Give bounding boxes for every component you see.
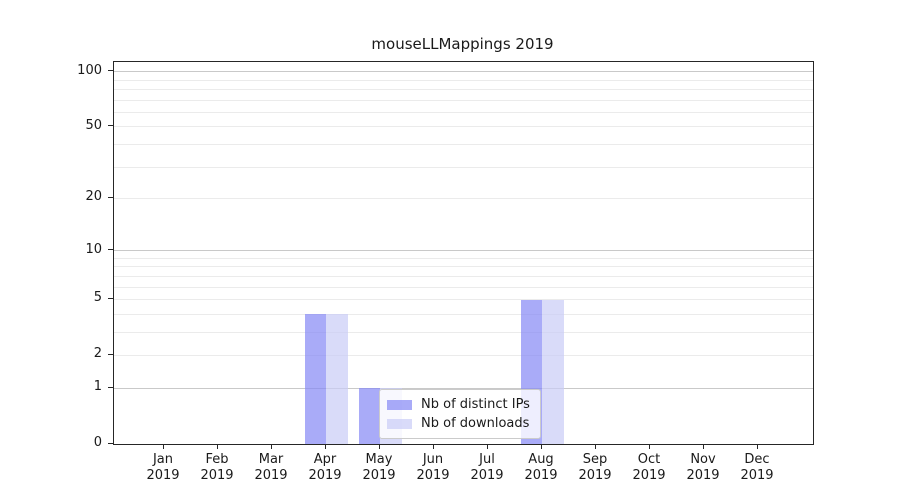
x-tick-year: 2019: [470, 468, 504, 483]
minor-gridline: [114, 197, 813, 199]
x-tick-label: Jun 2019: [416, 452, 449, 484]
x-tick-mark: [648, 444, 650, 449]
x-tick-year: 2019: [146, 468, 180, 483]
x-tick-month: Mar: [258, 452, 284, 467]
bar-apr-downloads: [326, 314, 348, 444]
x-tick-mark: [432, 444, 434, 449]
minor-gridline: [114, 275, 813, 277]
y-tick-mark: [108, 70, 113, 72]
x-tick-label: Apr 2019: [308, 452, 341, 484]
legend: Nb of distinct IPs Nb of downloads: [379, 389, 541, 439]
x-tick-mark: [270, 444, 272, 449]
legend-swatch-distinct-ips: [387, 399, 412, 410]
x-tick-label: Jul 2019: [470, 452, 503, 484]
major-gridline: [114, 387, 813, 389]
y-tick-mark: [108, 196, 113, 198]
minor-gridline: [114, 313, 813, 315]
x-tick-label: Mar 2019: [254, 452, 287, 484]
x-tick-label: Aug 2019: [524, 452, 557, 484]
y-tick-label: 10: [85, 241, 102, 257]
x-tick-label: Feb 2019: [200, 452, 233, 484]
major-gridline: [114, 71, 813, 73]
legend-label: Nb of distinct IPs: [421, 397, 530, 412]
y-tick-label: 2: [93, 346, 102, 362]
y-tick-label: 20: [85, 189, 102, 205]
x-tick-mark: [702, 444, 704, 449]
legend-swatch-downloads: [387, 418, 412, 429]
x-tick-month: Jan: [152, 452, 174, 467]
x-tick-label: Sep 2019: [578, 452, 611, 484]
x-tick-month: Nov: [690, 452, 716, 467]
legend-label: Nb of downloads: [421, 416, 530, 431]
minor-gridline: [114, 143, 813, 145]
y-tick-label: 100: [77, 62, 102, 78]
minor-gridline: [114, 126, 813, 128]
y-tick-mark: [108, 125, 113, 127]
x-tick-mark: [756, 444, 758, 449]
y-tick-label: 0: [93, 435, 102, 450]
y-tick-mark: [108, 297, 113, 299]
minor-gridline: [114, 79, 813, 81]
x-tick-month: Jul: [479, 452, 495, 467]
x-tick-year: 2019: [578, 468, 612, 483]
x-tick-month: Sep: [582, 452, 608, 467]
x-tick-year: 2019: [416, 468, 450, 483]
minor-gridline: [114, 166, 813, 168]
x-tick-year: 2019: [254, 468, 288, 483]
x-tick-year: 2019: [308, 468, 342, 483]
x-tick-label: Oct 2019: [632, 452, 665, 484]
chart-title: mouseLLMappings 2019: [371, 35, 554, 53]
x-tick-mark: [594, 444, 596, 449]
y-tick-label: 50: [85, 117, 102, 133]
x-tick-mark: [216, 444, 218, 449]
x-tick-month: Aug: [528, 452, 554, 467]
x-tick-mark: [324, 444, 326, 449]
x-tick-month: Feb: [205, 452, 229, 467]
y-tick-label: 5: [93, 290, 102, 306]
x-tick-year: 2019: [524, 468, 558, 483]
y-tick-mark: [108, 353, 113, 355]
minor-gridline: [114, 354, 813, 356]
x-tick-month: Oct: [637, 452, 661, 467]
y-tick-mark: [108, 442, 113, 444]
x-tick-label: May 2019: [362, 452, 395, 484]
x-tick-label: Nov 2019: [686, 452, 719, 484]
legend-row: Nb of distinct IPs: [387, 395, 530, 414]
legend-row: Nb of downloads: [387, 414, 530, 433]
y-tick-mark: [108, 249, 113, 251]
minor-gridline: [114, 286, 813, 288]
x-tick-month: May: [365, 452, 393, 467]
x-tick-mark: [378, 444, 380, 449]
major-gridline: [114, 250, 813, 252]
minor-gridline: [114, 89, 813, 91]
plot-area: [113, 61, 814, 445]
minor-gridline: [114, 99, 813, 101]
x-tick-year: 2019: [362, 468, 396, 483]
x-tick-label: Jan 2019: [146, 452, 179, 484]
x-tick-label: Dec 2019: [740, 452, 773, 484]
bar-aug-downloads: [542, 299, 564, 444]
x-tick-year: 2019: [740, 468, 774, 483]
y-tick-mark: [108, 386, 113, 388]
x-tick-mark: [486, 444, 488, 449]
x-tick-month: Dec: [744, 452, 770, 467]
minor-gridline: [114, 257, 813, 259]
minor-gridline: [114, 331, 813, 333]
x-tick-month: Apr: [313, 452, 337, 467]
minor-gridline: [114, 111, 813, 113]
x-tick-year: 2019: [632, 468, 666, 483]
x-tick-month: Jun: [422, 452, 444, 467]
x-tick-year: 2019: [686, 468, 720, 483]
minor-gridline: [114, 299, 813, 300]
bar-apr-distinct-ips: [304, 314, 326, 444]
y-tick-label: 1: [93, 379, 102, 395]
minor-gridline: [114, 266, 813, 268]
x-tick-mark: [162, 444, 164, 449]
x-tick-mark: [540, 444, 542, 449]
x-tick-year: 2019: [200, 468, 234, 483]
bar-may-distinct-ips: [358, 388, 380, 444]
